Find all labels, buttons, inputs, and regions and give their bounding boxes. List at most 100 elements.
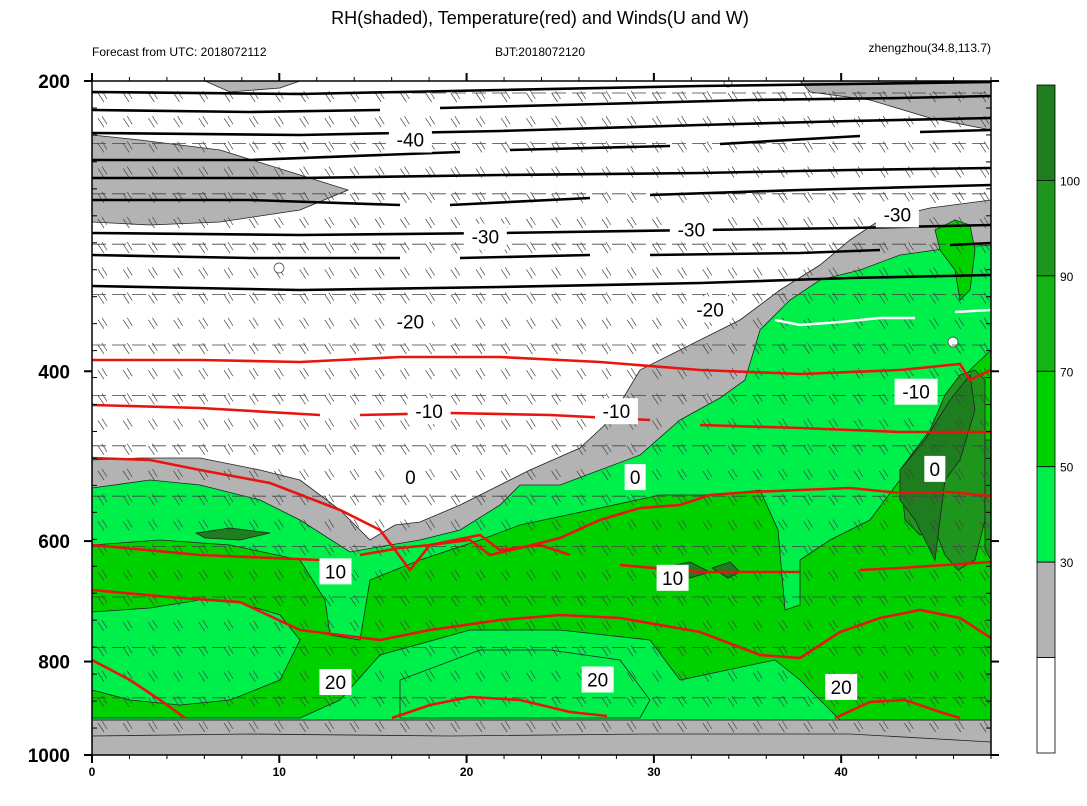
wind-barb	[400, 594, 410, 607]
wind-barb	[803, 695, 813, 707]
wind-barb	[500, 519, 511, 531]
wind-barb	[828, 720, 839, 733]
wind-barb	[450, 494, 461, 506]
wind-barb	[576, 544, 587, 556]
wind-barb	[500, 443, 511, 455]
temperature-contour-label: 10	[656, 564, 689, 591]
wind-barb	[752, 267, 763, 279]
wind-barb	[324, 292, 335, 304]
wind-barb	[576, 418, 587, 430]
wind-barb	[878, 292, 889, 304]
wind-barb	[274, 494, 284, 506]
wind-barb	[828, 569, 839, 581]
colorbar-tick-label: 100	[1060, 174, 1080, 188]
wind-barb	[475, 418, 486, 430]
wind-barb	[198, 141, 209, 153]
wind-barb	[601, 519, 612, 531]
wind-barb	[778, 720, 788, 733]
wind-barb	[173, 720, 183, 733]
wind-barb	[274, 393, 284, 405]
wind-barb	[122, 720, 133, 733]
wind-barb	[299, 317, 309, 329]
wind-barb	[576, 242, 587, 254]
wind-barb	[173, 216, 183, 229]
wind-barb	[526, 141, 536, 153]
wind-barb	[929, 292, 939, 304]
wind-barb	[500, 393, 511, 405]
wind-barb	[904, 191, 914, 203]
wind-barb	[173, 242, 183, 254]
wind-barb	[576, 393, 587, 405]
wind-barb	[500, 368, 511, 380]
wind-barb	[374, 368, 385, 380]
wind-barb	[878, 594, 889, 607]
wind-barb	[828, 342, 839, 355]
wind-barb	[274, 720, 284, 733]
wind-barb	[979, 620, 990, 632]
temperature-label-text: -10	[902, 383, 929, 404]
wind-barb	[904, 720, 914, 733]
wind-barb	[626, 191, 637, 203]
wind-barb	[374, 393, 385, 405]
wind-barb	[198, 569, 209, 581]
wind-barb	[324, 443, 335, 455]
wind-barb	[954, 720, 965, 733]
colorbar-tick-label: 70	[1060, 365, 1074, 379]
wind-barb	[425, 569, 435, 581]
wind-barb	[274, 216, 284, 229]
wind-barb	[904, 594, 914, 607]
temperature-label-text: -20	[696, 300, 723, 321]
isotherm-minus25	[92, 166, 991, 180]
wind-barb	[677, 695, 687, 707]
wind-barb	[752, 216, 763, 229]
wind-barb	[122, 468, 133, 481]
wind-barb	[274, 418, 284, 430]
wind-barb	[904, 342, 914, 355]
wind-barb	[349, 342, 360, 355]
wind-barb	[173, 292, 183, 304]
wind-barb	[626, 317, 637, 329]
wind-barb	[828, 544, 839, 556]
wind-barb	[652, 494, 662, 506]
wind-barb	[148, 494, 158, 506]
wind-barb	[626, 620, 637, 632]
wind-barb	[324, 342, 335, 355]
wind-barb	[778, 519, 788, 531]
wind-barb	[752, 393, 763, 405]
wind-barb	[198, 519, 209, 531]
wind-barb	[904, 418, 914, 430]
wind-barb	[954, 393, 965, 405]
wind-barb	[274, 695, 284, 707]
wind-barb	[173, 141, 183, 153]
wind-barb	[727, 267, 738, 279]
wind-barb	[248, 569, 259, 581]
wind-barb	[349, 267, 360, 279]
wind-barb	[198, 645, 209, 657]
wind-barb	[148, 443, 158, 455]
wind-barb	[752, 443, 763, 455]
wind-barb	[979, 594, 990, 607]
wind-barb	[626, 90, 637, 103]
wind-barb	[954, 292, 965, 304]
wind-barb	[752, 191, 763, 203]
wind-barb	[248, 494, 259, 506]
wind-barb	[652, 393, 662, 405]
wind-barb	[425, 494, 435, 506]
wind-barb	[601, 544, 612, 556]
wind-barb	[198, 418, 209, 430]
isotherm-zero	[774, 308, 991, 327]
wind-barb	[979, 569, 990, 581]
wind-barb	[349, 594, 360, 607]
wind-barb	[198, 317, 209, 329]
wind-barb	[400, 645, 410, 657]
wind-barb	[576, 645, 587, 657]
wind-barb	[122, 368, 133, 380]
wind-barb	[374, 242, 385, 254]
wind-barb	[198, 342, 209, 355]
wind-barb	[551, 116, 561, 128]
wind-barb	[400, 670, 410, 682]
wind-barb	[148, 267, 158, 279]
wind-barb	[954, 519, 965, 531]
wind-barb	[954, 544, 965, 556]
wind-barb	[97, 670, 108, 682]
